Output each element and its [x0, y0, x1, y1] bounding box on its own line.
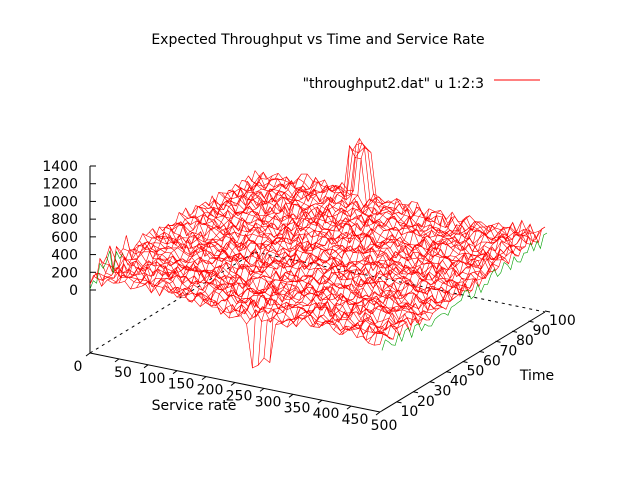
x-tick-mark [172, 370, 178, 375]
x-tick-label: 350 [284, 400, 311, 416]
y-tick-mark [495, 340, 501, 343]
x-tick-label: 400 [313, 406, 340, 422]
x-tick-mark [85, 352, 91, 357]
y-tick-label: 50 [467, 364, 485, 380]
y-tick-mark [396, 401, 402, 404]
y-tick-label: 60 [483, 353, 501, 369]
y-tick-label: 100 [549, 313, 576, 329]
y-tick-mark [412, 391, 419, 394]
x-tick-mark [317, 399, 323, 404]
z-tick-label: 800 [51, 212, 78, 228]
x-tick-mark [375, 411, 381, 416]
x-tick-mark [288, 393, 294, 398]
x-tick-label: 100 [139, 371, 166, 387]
z-tick-label: 0 [69, 283, 78, 299]
y-tick-label: 80 [516, 333, 534, 349]
surface-rows [89, 137, 546, 369]
x-tick-mark [143, 364, 149, 369]
x-tick-label: 150 [168, 377, 195, 393]
x-tick-label: 500 [371, 418, 398, 434]
y-tick-label: 30 [434, 384, 452, 400]
surface-underside [381, 232, 548, 351]
x-ticks: 0 50 100 150 200 250 300 350 400 450 500 [74, 352, 398, 434]
z-tick-label: 200 [51, 265, 78, 281]
y-tick-label: 10 [401, 404, 419, 420]
y-tick-mark [544, 310, 551, 313]
y-tick-label: 20 [417, 394, 435, 410]
x-tick-mark [114, 358, 120, 363]
x-tick-label: 0 [74, 359, 83, 375]
y-tick-label: 40 [450, 374, 468, 390]
x-tick-label: 250 [226, 389, 253, 405]
x-tick-label: 200 [197, 383, 224, 399]
x-axis-label: Service rate [152, 398, 237, 414]
z-tick-label: 400 [51, 248, 78, 264]
y-tick-label: 90 [533, 323, 551, 339]
surface-underside-left [89, 250, 124, 290]
y-tick-mark [429, 381, 435, 384]
x-tick-label: 50 [114, 365, 132, 381]
x-tick-mark [230, 382, 236, 386]
y-tick-mark [478, 350, 485, 353]
x-tick-mark [201, 376, 207, 381]
x-tick-label: 300 [255, 394, 282, 410]
y-tick-label: 70 [500, 343, 518, 359]
chart-title: Expected Throughput vs Time and Service … [151, 32, 484, 48]
y-tick-mark [445, 371, 452, 374]
x-tick-mark [346, 405, 352, 410]
legend: "throughput2.dat" u 1:2:3 [303, 76, 540, 92]
z-tick-label: 1000 [42, 194, 78, 210]
z-tick-label: 600 [51, 230, 78, 246]
x-tick-mark [259, 387, 265, 392]
y-tick-mark [511, 330, 518, 333]
y-tick-mark [528, 320, 534, 323]
y-tick-mark [462, 361, 468, 363]
legend-label: "throughput2.dat" u 1:2:3 [303, 76, 484, 92]
x-tick-label: 450 [342, 412, 369, 428]
surface-cols [89, 138, 546, 368]
z-tick-label: 1200 [42, 177, 78, 193]
surface-mesh [89, 137, 548, 369]
y-axis-label: Time [519, 368, 554, 384]
back-base-edge [89, 251, 256, 354]
z-tick-label: 1400 [42, 159, 78, 175]
